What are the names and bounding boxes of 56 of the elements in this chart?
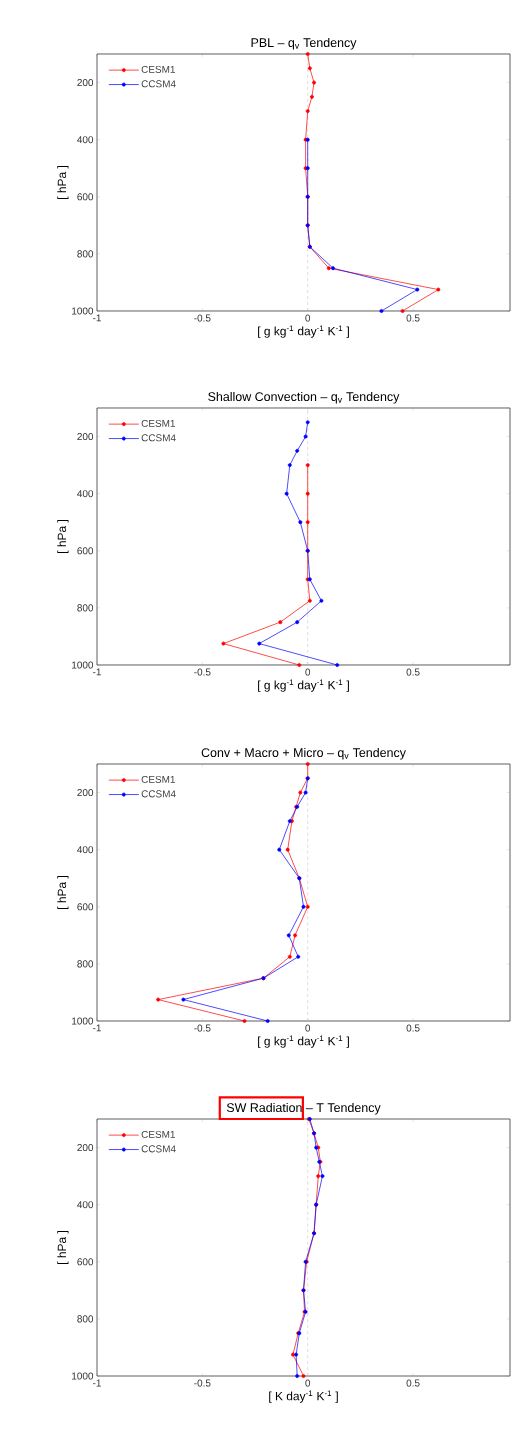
chart-title: PBL – q$_{v}$ Tendency bbox=[251, 37, 357, 50]
y-tick-label: 600 bbox=[77, 547, 94, 555]
legend-label: CESM1 bbox=[141, 1130, 175, 1138]
x-tick-label: -0.5 bbox=[194, 668, 211, 676]
y-axis-title: [ hPa ] bbox=[57, 876, 69, 909]
x-tick-label: 0 bbox=[305, 1379, 311, 1387]
x-tick-label: -1 bbox=[93, 314, 101, 322]
x-tick-label: -0.5 bbox=[194, 1024, 211, 1032]
legend-label: CCSM4 bbox=[141, 790, 176, 798]
x-axis-title: [ K day$^{-1}$ K$^{-1}$ ] bbox=[269, 1390, 338, 1403]
y-tick-label: 800 bbox=[77, 250, 94, 258]
y-tick-label: 400 bbox=[77, 1201, 94, 1209]
y-tick-label: 600 bbox=[77, 903, 94, 911]
y-axis-title: [ hPa ] bbox=[57, 166, 69, 199]
legend-label: CESM1 bbox=[141, 419, 175, 427]
x-tick-label: 0.5 bbox=[406, 1379, 420, 1387]
x-tick-label: 0 bbox=[305, 1024, 311, 1032]
legend-label: CCSM4 bbox=[141, 434, 176, 442]
x-tick-label: -0.5 bbox=[194, 314, 211, 322]
y-tick-label: 400 bbox=[77, 136, 94, 144]
x-tick-label: 0.5 bbox=[406, 314, 420, 322]
x-axis-title: [ g kg$^{-1}$ day$^{-1}$ K$^{-1}$ ] bbox=[258, 1035, 349, 1048]
x-tick-label: -1 bbox=[93, 668, 101, 676]
y-tick-label: 200 bbox=[77, 433, 94, 441]
x-tick-label: 0 bbox=[305, 314, 311, 322]
chart-title: Shallow Convection – q$_{v}$ Tendency bbox=[208, 391, 400, 404]
y-tick-label: 800 bbox=[77, 604, 94, 612]
x-tick-label: -1 bbox=[93, 1379, 101, 1387]
y-tick-label: 800 bbox=[77, 1315, 94, 1323]
y-tick-label: 1000 bbox=[72, 1372, 94, 1380]
y-tick-label: 1000 bbox=[72, 661, 94, 669]
x-tick-label: 0.5 bbox=[406, 668, 420, 676]
x-axis-title: [ g kg$^{-1}$ day$^{-1}$ K$^{-1}$ ] bbox=[258, 679, 349, 692]
chart-title: SW Radiation – T Tendency bbox=[226, 1102, 381, 1115]
y-tick-label: 600 bbox=[77, 1258, 94, 1266]
y-tick-label: 200 bbox=[77, 789, 94, 797]
y-axis-title: [ hPa ] bbox=[57, 520, 69, 553]
y-tick-label: 200 bbox=[77, 1144, 94, 1152]
y-tick-label: 1000 bbox=[72, 307, 94, 315]
y-tick-label: 800 bbox=[77, 960, 94, 968]
x-tick-label: 0.5 bbox=[406, 1024, 420, 1032]
chart-title: Conv + Macro + Micro – q$_{v}$ Tendency bbox=[201, 747, 406, 760]
y-tick-label: 400 bbox=[77, 846, 94, 854]
y-tick-label: 600 bbox=[77, 193, 94, 201]
y-tick-label: 400 bbox=[77, 490, 94, 498]
x-tick-label: -1 bbox=[93, 1024, 101, 1032]
y-tick-label: 200 bbox=[77, 79, 94, 87]
x-axis-title: [ g kg$^{-1}$ day$^{-1}$ K$^{-1}$ ] bbox=[258, 325, 349, 338]
y-tick-label: 1000 bbox=[72, 1017, 94, 1025]
x-tick-label: 0 bbox=[305, 668, 311, 676]
legend-label: CCSM4 bbox=[141, 1145, 176, 1153]
legend-label: CESM1 bbox=[141, 775, 175, 783]
legend-label: CCSM4 bbox=[141, 80, 176, 88]
legend-label: CESM1 bbox=[141, 65, 175, 73]
y-axis-title: [ hPa ] bbox=[57, 1231, 69, 1264]
x-tick-label: -0.5 bbox=[194, 1379, 211, 1387]
